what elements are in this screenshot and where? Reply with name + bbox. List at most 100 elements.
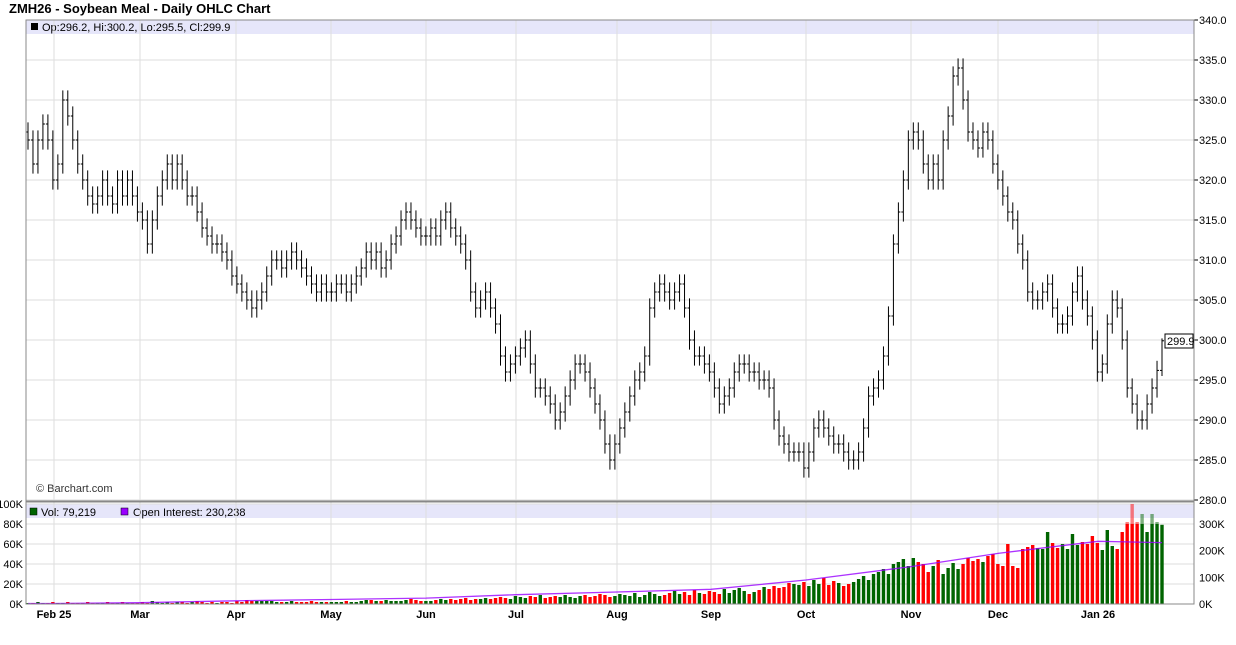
ohlc-bar — [936, 154, 941, 190]
ohlc-bar — [408, 202, 413, 230]
volume-bar — [782, 587, 786, 604]
volume-bar — [558, 597, 562, 604]
ohlc-bar — [801, 442, 806, 478]
ohlc-bar — [811, 418, 816, 462]
ohlc-bar — [1050, 274, 1055, 318]
volume-bar — [374, 601, 378, 604]
volume-bar-overflow — [1135, 522, 1139, 524]
volume-bar — [319, 602, 324, 604]
chart-title: ZMH26 - Soybean Meal - Daily OHLC Chart — [9, 1, 271, 16]
price-tick-label: 330.0 — [1199, 95, 1227, 107]
ohlc-bar — [314, 274, 319, 302]
volume-bar — [220, 602, 224, 604]
ohlc-bar — [394, 226, 399, 254]
volume-bar — [956, 569, 960, 604]
volume-tick-label: 40K — [3, 559, 23, 571]
volume-bar — [473, 599, 478, 604]
volume-bar — [299, 602, 304, 604]
ohlc-bar — [433, 218, 438, 246]
ohlc-bar — [493, 298, 498, 334]
ohlc-bar — [95, 186, 100, 214]
volume-bar — [797, 585, 801, 604]
volume-bar — [329, 602, 334, 604]
volume-bar-overflow — [1130, 504, 1134, 524]
ohlc-bar — [1095, 330, 1100, 382]
volume-bar — [235, 601, 239, 604]
volume-bar — [444, 600, 448, 604]
ohlc-bar — [836, 434, 841, 454]
volume-bar — [543, 598, 547, 604]
volume-bar — [260, 601, 264, 604]
volume-bar — [682, 592, 687, 604]
ohlc-bar — [697, 346, 702, 366]
ohlc-bar — [911, 122, 916, 150]
ohlc-bar — [642, 346, 647, 382]
open-interest-line — [28, 540, 1163, 605]
ohlc-bar — [627, 386, 632, 422]
volume-bar — [747, 594, 751, 604]
price-tick-label: 285.0 — [1199, 455, 1227, 467]
ohlc-bar — [229, 250, 234, 286]
x-tick-label: Nov — [901, 609, 923, 621]
ohlc-bar — [980, 122, 985, 158]
last-price-box — [1164, 333, 1194, 349]
volume-bar — [971, 561, 975, 604]
volume-bar — [1125, 524, 1129, 604]
volume-bar — [175, 602, 179, 604]
volume-bar — [498, 597, 503, 604]
volume-bar — [155, 602, 160, 604]
volume-bar — [314, 602, 319, 604]
volume-bar — [349, 602, 353, 604]
volume-bar — [598, 594, 602, 604]
x-tick-label: Jul — [508, 609, 524, 621]
ohlc-bar — [418, 218, 423, 246]
volume-bar — [369, 600, 373, 604]
volume-bar — [1115, 549, 1119, 604]
volume-bar — [284, 602, 289, 604]
ohlc-bar — [1030, 282, 1035, 310]
ohlc-bar — [513, 346, 518, 374]
volume-bar — [459, 599, 463, 604]
volume-bar — [662, 595, 667, 604]
ohlc-bar — [1085, 290, 1090, 326]
volume-bar — [344, 601, 349, 604]
ohlc-bar — [558, 402, 563, 430]
ohlc-bar — [856, 442, 861, 470]
volume-bar — [1120, 532, 1124, 604]
volume-bar — [717, 594, 722, 604]
volume-bar — [876, 572, 881, 604]
ohlc-bar — [762, 370, 767, 390]
ohlc-bar — [150, 210, 155, 254]
ohlc-bar — [1015, 210, 1020, 254]
volume-bar — [866, 580, 871, 604]
ohlc-bar — [483, 282, 488, 310]
ohlc-bar — [264, 266, 269, 302]
volume-bar — [891, 564, 896, 604]
ohlc-bar — [329, 282, 334, 302]
ohlc-bar — [732, 362, 737, 398]
ohlc-bar — [309, 266, 314, 294]
volume-bar — [941, 574, 945, 604]
ohlc-bar — [906, 130, 911, 190]
ohlc-bar — [274, 250, 279, 270]
volume-bar — [911, 558, 916, 604]
ohlc-bar — [985, 122, 990, 150]
volume-bar — [638, 597, 642, 604]
ohlc-bar — [637, 362, 642, 390]
ohlc-bar — [896, 202, 901, 254]
ohlc-bar — [369, 242, 374, 270]
ohlc-bar — [946, 106, 951, 150]
ohlc-bar — [324, 274, 329, 302]
volume-bar — [906, 566, 911, 604]
volume-bar — [165, 602, 169, 604]
ohlc-bar — [1070, 282, 1075, 326]
volume-bar — [593, 596, 597, 604]
ohlc-bar — [334, 274, 339, 302]
ohlc-bar — [463, 234, 468, 270]
volume-bar — [946, 568, 950, 604]
volume-bar — [618, 594, 622, 604]
x-tick-label: Oct — [797, 609, 816, 621]
ohlc-bar — [593, 378, 597, 414]
x-tick-label: Jan 26 — [1081, 609, 1115, 621]
